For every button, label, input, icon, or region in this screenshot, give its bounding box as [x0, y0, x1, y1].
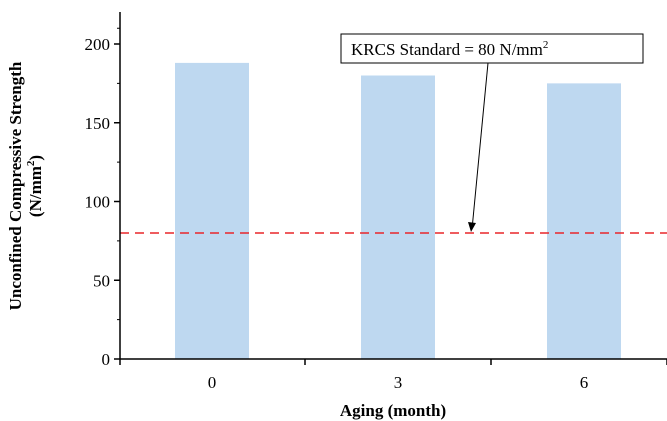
y-tick-label-0: 0: [102, 350, 111, 369]
y-tick-label-200: 200: [85, 35, 111, 54]
bars-group: [175, 62, 621, 360]
y-axis-title-line2: (N/mm2): [25, 155, 45, 217]
annotation-text: KRCS Standard = 80 N/mm2: [351, 39, 548, 59]
bar-3: [361, 75, 435, 359]
bar-6: [547, 83, 621, 359]
bar-0: [175, 62, 249, 360]
annotation-arrow: [472, 62, 489, 225]
y-axis-title-sup: 2: [25, 160, 37, 166]
y-ticks-group: 0 50 100 150 200: [85, 27, 120, 369]
y-axis-title-line2-end: ): [26, 155, 45, 161]
y-axis-title-group: Unconfined Compressive Strength (N/mm2): [6, 61, 45, 310]
y-tick-label-150: 150: [85, 114, 111, 133]
x-tick-label-3: 3: [394, 373, 403, 392]
annotation-box: [340, 33, 644, 64]
annotation-main: KRCS Standard = 80 N/mm: [351, 40, 543, 59]
annotation: KRCS Standard = 80 N/mm2: [340, 33, 644, 232]
x-tick-label-0: 0: [208, 373, 217, 392]
annotation-sup: 2: [543, 39, 549, 51]
x-tick-label-6: 6: [580, 373, 589, 392]
y-axis-title-line2-main: (N/mm: [26, 166, 45, 217]
x-axis-title: Aging (month): [340, 401, 446, 420]
annotation-arrowhead: [468, 222, 476, 232]
y-tick-label-100: 100: [85, 193, 111, 212]
x-ticks-group: 0 3 6: [119, 359, 667, 392]
y-axis-title-line1: Unconfined Compressive Strength: [6, 61, 25, 310]
y-tick-label-50: 50: [93, 271, 110, 290]
